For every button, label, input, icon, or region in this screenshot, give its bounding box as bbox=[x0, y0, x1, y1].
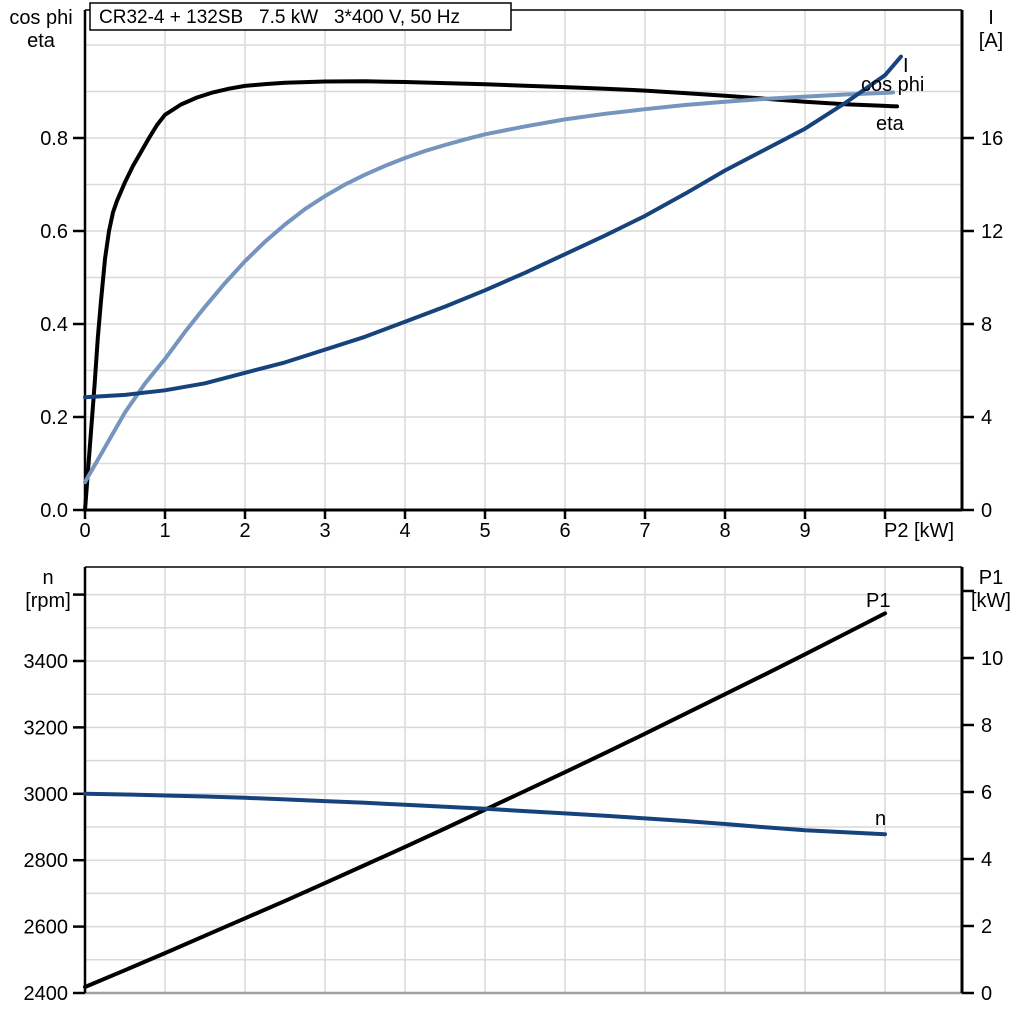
x-tick-label: 2 bbox=[239, 520, 250, 542]
left-tick-label: 3400 bbox=[24, 651, 69, 673]
curve-label-cos-phi: cos phi bbox=[861, 74, 924, 96]
x-tick-label: 7 bbox=[639, 520, 650, 542]
right-tick-label: 0 bbox=[981, 500, 992, 522]
right-tick-label: 12 bbox=[981, 221, 1003, 243]
top-right-axis-header-A-unit: [A] bbox=[979, 30, 1003, 52]
bottom-plot: 2400 2600 2800 3000 3200 3400 0 2 4 6 8 10 P1 n bbox=[24, 566, 1003, 1005]
right-tick-label: 4 bbox=[981, 407, 992, 429]
x-tick-label: 8 bbox=[719, 520, 730, 542]
left-tick-label: 0.2 bbox=[40, 407, 68, 429]
right-tick-label: 10 bbox=[981, 648, 1003, 670]
x-tick-label: 3 bbox=[319, 520, 330, 542]
curve-label-I: I bbox=[903, 55, 909, 77]
left-tick-label: 2400 bbox=[24, 983, 69, 1005]
chart-title: CR32-4 + 132SB 7.5 kW 3*400 V, 50 Hz bbox=[99, 7, 460, 28]
left-tick-label: 3000 bbox=[24, 784, 69, 806]
series-I-curve bbox=[83, 54, 903, 400]
right-tick-label: 0 bbox=[981, 983, 992, 1005]
bottom-right-axis-header-kW: [kW] bbox=[971, 590, 1011, 612]
left-tick-label: 0.4 bbox=[40, 314, 68, 336]
right-tick-label: 4 bbox=[981, 849, 992, 871]
x-tick-label: 1 bbox=[159, 520, 170, 542]
bottom-left-axis-header-rpm: [rpm] bbox=[25, 590, 71, 612]
series-cos-phi-curve bbox=[83, 90, 895, 485]
curve-label-P1: P1 bbox=[866, 590, 890, 612]
x-tick-label: 9 bbox=[799, 520, 810, 542]
top-left-axis-header-eta: eta bbox=[27, 30, 56, 52]
x-tick-label: 0 bbox=[79, 520, 90, 542]
curve-label-eta: eta bbox=[876, 113, 905, 135]
left-tick-label: 0.6 bbox=[40, 221, 68, 243]
right-tick-label: 6 bbox=[981, 782, 992, 804]
curve-label-n: n bbox=[875, 808, 886, 830]
series-eta-curve bbox=[83, 79, 899, 512]
right-tick-label: 2 bbox=[981, 916, 992, 938]
top-left-axis-header-cosphi: cos phi bbox=[9, 7, 72, 29]
bottom-right-axis-header-P1: P1 bbox=[979, 567, 1003, 589]
x-tick-label: 6 bbox=[559, 520, 570, 542]
right-tick-label: 8 bbox=[981, 314, 992, 336]
left-tick-label: 3200 bbox=[24, 717, 69, 739]
title-box bbox=[89, 2, 512, 31]
series-n-curve bbox=[83, 791, 887, 837]
x-tick-label: 5 bbox=[479, 520, 490, 542]
top-right-axis-header-I: I bbox=[988, 7, 994, 29]
left-tick-label: 0.8 bbox=[40, 128, 68, 150]
left-tick-label: 2600 bbox=[24, 917, 69, 939]
left-tick-label: 0.0 bbox=[40, 500, 68, 522]
bottom-left-axis-header-n: n bbox=[42, 567, 53, 589]
x-axis-unit-label: P2 [kW] bbox=[884, 520, 954, 542]
right-tick-label: 16 bbox=[981, 128, 1003, 150]
left-tick-label: 2800 bbox=[24, 850, 69, 872]
x-tick-label: 4 bbox=[399, 520, 410, 542]
right-tick-label: 8 bbox=[981, 715, 992, 737]
